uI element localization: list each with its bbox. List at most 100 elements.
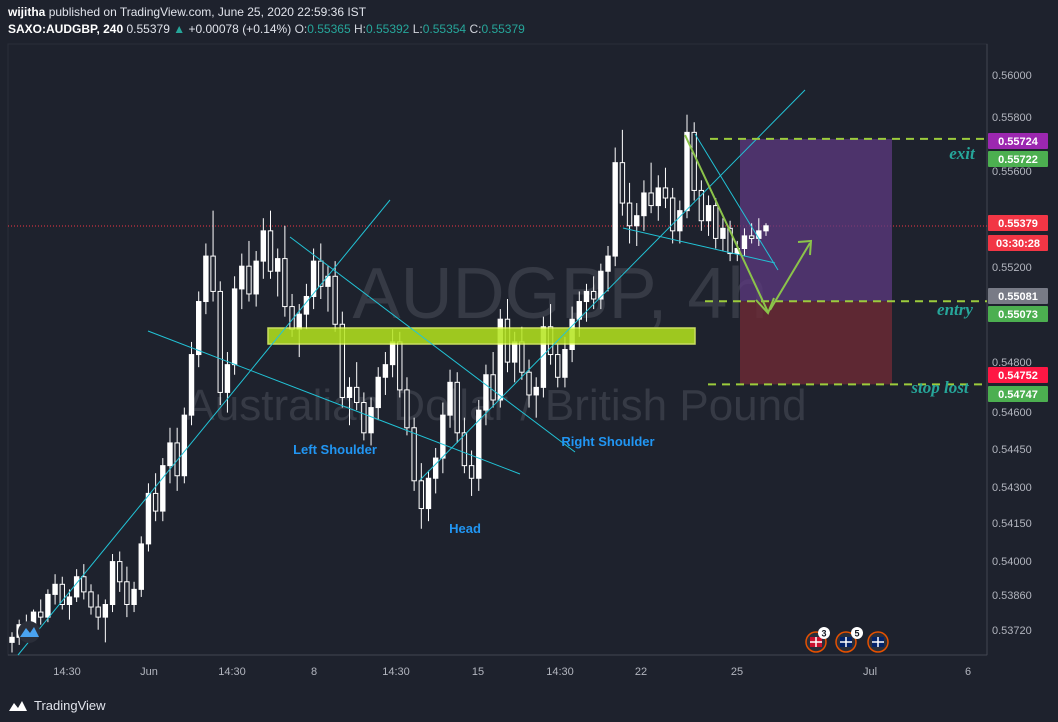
candle: [418, 463, 425, 529]
candle: [253, 251, 259, 307]
x-tick-label: 22: [635, 666, 647, 678]
annotation-text: Left Shoulder: [293, 442, 377, 457]
candle-body: [361, 402, 367, 434]
author-name[interactable]: wijitha: [8, 5, 46, 19]
candle: [763, 223, 769, 236]
tradingview-logo[interactable]: TradingView: [8, 698, 106, 713]
candle-body: [454, 381, 460, 434]
candle: [720, 218, 726, 252]
candle: [217, 281, 223, 406]
symbol-label[interactable]: SAXO:AUDGBP, 240: [8, 22, 124, 36]
candle-body: [160, 465, 166, 512]
candle: [59, 576, 65, 610]
candle-body: [267, 230, 274, 272]
candle: [497, 309, 504, 408]
candle-body: [598, 270, 604, 300]
candle: [713, 198, 719, 249]
candle-body: [282, 258, 288, 308]
candle-body: [533, 386, 539, 396]
candlestick-chart[interactable]: AUDGBP, 4h Australian Dollar / British P…: [0, 0, 1058, 688]
candle-body: [310, 260, 317, 297]
candle: [705, 195, 712, 236]
brand-name: TradingView: [34, 698, 106, 713]
candle-body: [224, 364, 231, 393]
candle: [339, 311, 346, 408]
candle-body: [339, 323, 346, 398]
candle-body: [727, 227, 733, 255]
annotation-text: Head: [449, 521, 481, 536]
x-tick-label: 6: [965, 666, 971, 678]
price-tag: 0.55722: [988, 151, 1048, 167]
candle: [203, 243, 209, 315]
chart-logo-icon: [18, 621, 40, 643]
candle-body: [756, 230, 762, 239]
price-axis[interactable]: 0.56000 0.55800 0.55600 0.55200 0.54800 0.546…: [988, 70, 1048, 637]
trend-line: [17, 199, 391, 656]
candle-body: [196, 301, 202, 356]
price-tag-bg: [988, 306, 1048, 322]
low-label: L:: [412, 22, 423, 36]
price-tag: 03:30:28: [988, 235, 1048, 251]
candle-body: [404, 389, 410, 429]
candle-body: [303, 295, 310, 315]
candle-body: [612, 162, 618, 257]
event-flag-icon: [867, 631, 889, 653]
y-tick-label: 0.54150: [992, 518, 1032, 530]
candle: [124, 566, 130, 618]
candle-body: [619, 162, 626, 204]
candle-body: [763, 225, 769, 232]
candle-body: [590, 290, 597, 300]
candle: [45, 589, 51, 623]
annotation-text: entry: [937, 300, 973, 319]
candle: [605, 245, 611, 292]
candle-body: [476, 409, 482, 479]
candle: [425, 470, 432, 522]
candle-body: [95, 606, 101, 618]
badge-count: 3: [821, 629, 826, 639]
badge-bg: [851, 627, 863, 639]
candle-body: [246, 265, 252, 295]
price-tag-text: 0.55724: [998, 136, 1039, 148]
candle: [483, 364, 489, 426]
y-tick-label: 0.55200: [992, 262, 1032, 274]
candle-body: [38, 611, 44, 618]
candle: [188, 341, 195, 426]
y-tick-label: 0.54600: [992, 407, 1032, 419]
neckline-zone: [267, 327, 696, 345]
low-value: 0.55354: [422, 22, 467, 36]
candle-body: [203, 255, 209, 303]
candle: [303, 283, 310, 330]
candle: [224, 352, 231, 413]
candle-body: [669, 197, 676, 232]
time-axis[interactable]: 14:30 Jun 14:30 8 14:30 15 14:30 22 25 Jul 6: [53, 666, 971, 678]
price-tag-text: 0.54747: [998, 389, 1038, 401]
x-tick-label: 15: [472, 666, 484, 678]
trend-line: [289, 236, 576, 453]
close-value: 0.55379: [481, 22, 525, 36]
y-tick-label: 0.55600: [992, 166, 1032, 178]
candle: [468, 450, 475, 496]
candle-body: [461, 432, 468, 467]
candle-body: [81, 576, 87, 593]
price-tag-bg: [988, 367, 1048, 383]
price-tag-text: 0.55722: [998, 154, 1038, 166]
candle-body: [411, 427, 417, 482]
candle: [375, 367, 381, 421]
position-boxes: [740, 138, 892, 385]
event-count-badge: 5: [851, 627, 863, 639]
candle-body: [88, 591, 94, 608]
trend-line: [147, 330, 521, 475]
candle-body: [124, 581, 130, 606]
drawings[interactable]: [17, 89, 987, 656]
candle-body: [698, 189, 705, 222]
price-tag: 0.55724: [988, 133, 1048, 149]
candle: [655, 175, 661, 221]
footer: TradingView: [0, 688, 1058, 722]
last-price: 0.55379: [126, 22, 170, 36]
candle-body: [648, 192, 654, 207]
candle-body: [655, 187, 661, 207]
watermark: AUDGBP, 4h Australian Dollar / British P…: [185, 254, 806, 430]
candle-body: [555, 354, 561, 378]
candle-body: [562, 349, 568, 378]
